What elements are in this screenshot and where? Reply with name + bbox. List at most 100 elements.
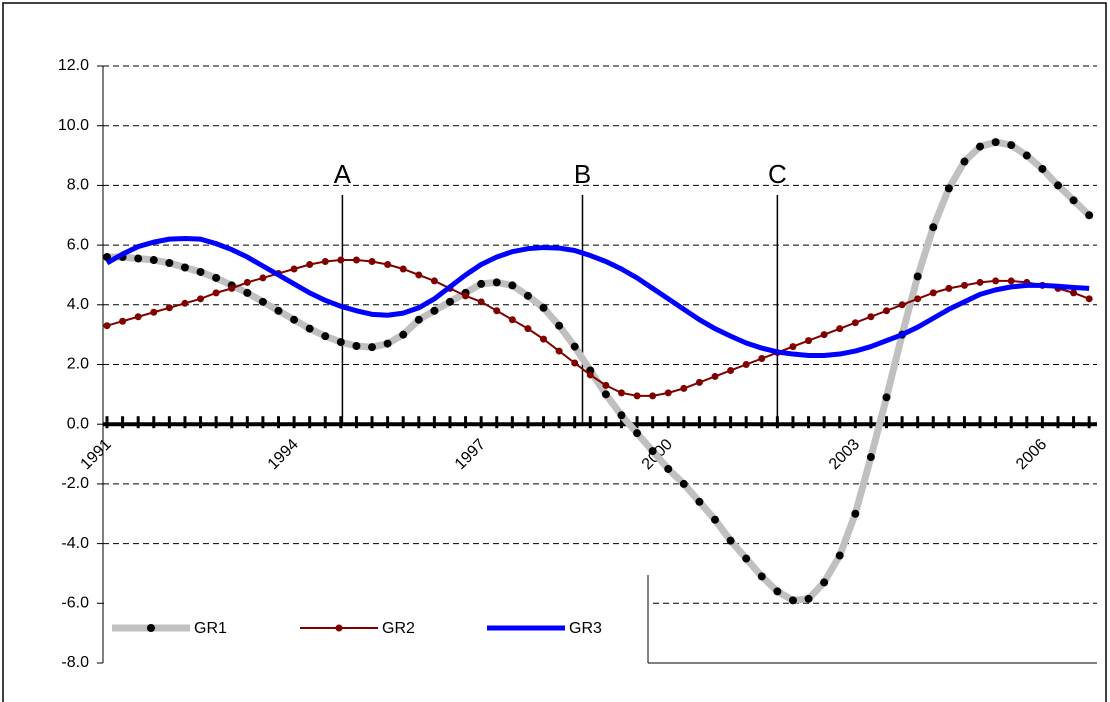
series-marker (414, 315, 423, 324)
series-marker (866, 453, 875, 462)
series-marker (336, 338, 345, 347)
legend-label: GR2 (382, 620, 415, 637)
y-tick-label: 0.0 (67, 415, 89, 432)
series-marker (524, 325, 532, 333)
series-marker (695, 497, 704, 506)
series-marker (742, 554, 751, 563)
series-marker (119, 317, 127, 325)
plot-area: A B C (103, 138, 1094, 605)
series-marker (305, 324, 314, 333)
series-marker (493, 307, 501, 315)
series-marker (804, 594, 813, 603)
series-marker (306, 261, 314, 269)
annotation-label: C (768, 159, 787, 189)
series-marker (1038, 164, 1047, 173)
legend-box (104, 575, 649, 663)
series-marker (758, 355, 766, 363)
y-tick-label: 4.0 (67, 296, 89, 313)
series-marker (165, 259, 174, 268)
series-marker (664, 389, 672, 397)
series-marker (103, 322, 111, 330)
y-tick-label: -4.0 (61, 535, 89, 552)
y-tick-label: 2.0 (67, 356, 89, 373)
series-marker (570, 342, 579, 351)
series-marker (882, 393, 891, 402)
series-marker (384, 261, 392, 269)
annotation-label: B (574, 159, 591, 189)
series-marker (913, 272, 922, 281)
series-marker (290, 265, 298, 273)
series-marker (368, 343, 377, 352)
series-marker (805, 337, 813, 345)
series-marker (929, 223, 938, 232)
series-marker (399, 330, 408, 339)
series-line (105, 236, 1090, 359)
series-marker (929, 289, 937, 297)
grid: -8.0-6.0-4.0-2.00.02.04.06.08.010.012.01… (58, 57, 1097, 671)
series-marker (258, 297, 267, 306)
series-marker (1053, 181, 1062, 190)
legend-label: GR3 (569, 620, 602, 637)
series-marker (679, 479, 688, 488)
series-marker (352, 256, 360, 264)
series-marker (711, 372, 719, 380)
series-marker (960, 281, 968, 289)
series-marker (415, 271, 423, 279)
series-marker (992, 277, 1000, 285)
series-marker (321, 258, 329, 266)
series-marker (1085, 295, 1093, 303)
y-tick-label: 10.0 (58, 117, 89, 134)
series-line (106, 259, 1090, 397)
series-marker (851, 509, 860, 518)
series-marker (212, 273, 221, 282)
legend-marker (335, 624, 343, 632)
series-marker (243, 288, 252, 297)
series-marker (773, 587, 782, 596)
legend-marker (147, 624, 155, 632)
series-marker (555, 347, 563, 355)
series-marker (197, 295, 205, 303)
series-marker (321, 332, 330, 341)
series-marker (430, 277, 438, 285)
series-marker (492, 278, 501, 287)
series-marker (383, 339, 392, 348)
y-tick-label: -8.0 (61, 654, 89, 671)
series-marker (1007, 141, 1016, 150)
series-marker (820, 578, 829, 587)
series-marker (789, 343, 797, 351)
series-marker (648, 447, 657, 456)
series-marker (259, 274, 267, 282)
series-marker (555, 321, 564, 330)
series-marker (149, 256, 158, 265)
series-marker (180, 263, 189, 272)
series-marker (134, 254, 143, 263)
series-marker (243, 278, 251, 286)
series-marker (727, 366, 735, 374)
series-marker (571, 359, 579, 367)
series-marker (836, 325, 844, 333)
series-marker (914, 295, 922, 303)
series-marker (835, 551, 844, 560)
series-marker (695, 378, 703, 386)
series-marker (1070, 289, 1078, 297)
series-marker (399, 265, 407, 273)
y-tick-label: 6.0 (67, 236, 89, 253)
series-marker (586, 371, 594, 379)
series-marker (726, 536, 735, 545)
series-marker (150, 308, 158, 316)
series-marker (664, 464, 673, 473)
series-marker (617, 411, 626, 420)
series-marker (898, 301, 906, 309)
series-marker (742, 361, 750, 368)
series-marker (539, 303, 548, 312)
series-marker (290, 315, 299, 324)
series-marker (991, 138, 1000, 147)
series-marker (352, 341, 361, 350)
series-marker (711, 515, 720, 524)
series-marker (788, 596, 797, 605)
series-marker (1085, 211, 1094, 220)
annotation-label: A (334, 159, 352, 189)
series-marker (820, 331, 828, 339)
series-marker (617, 389, 625, 397)
